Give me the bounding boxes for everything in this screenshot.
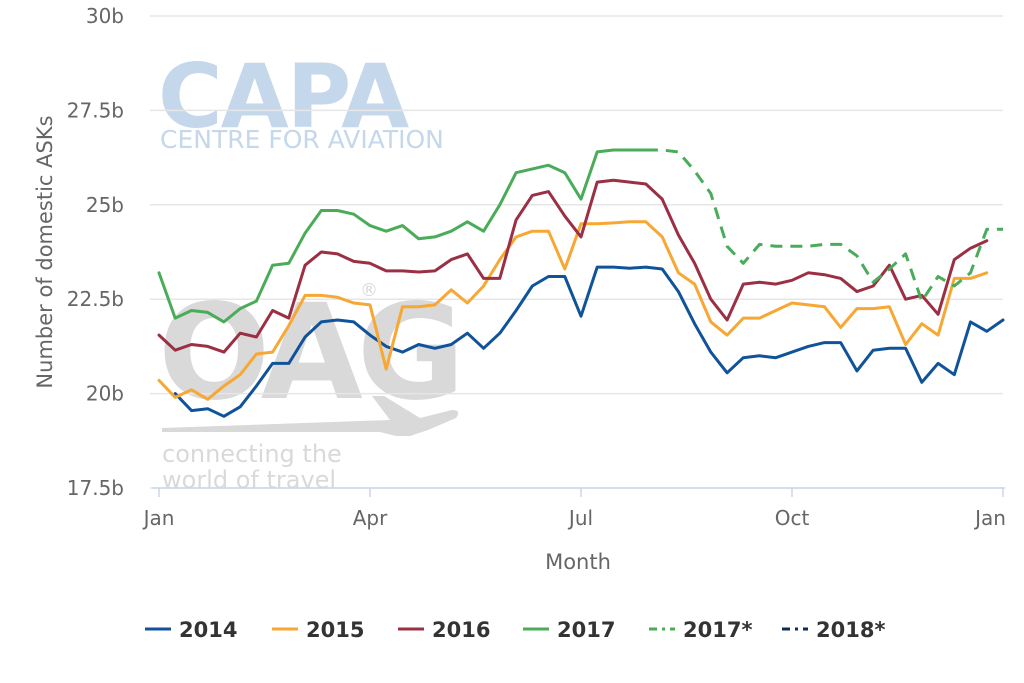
y-tick-label: 30b	[86, 4, 124, 28]
legend-item-2014[interactable]: 2014	[145, 618, 237, 642]
x-tick-label: Oct	[775, 506, 810, 530]
airplane-icon	[162, 396, 459, 436]
gridlines	[150, 15, 1003, 489]
oag-tagline-line-2-watermark: world of travel	[162, 466, 336, 494]
legend-label: 2015	[306, 618, 364, 642]
registered-mark-watermark: ®	[360, 280, 378, 301]
legend-label: 2017	[557, 618, 615, 642]
x-tick-label: Jan	[973, 506, 1006, 530]
legend-item-2015[interactable]: 2015	[272, 618, 364, 642]
y-axis: 17.5b 20b 22.5b 25b 27.5b 30b	[67, 4, 124, 500]
legend-label: 2014	[179, 618, 237, 642]
legend-item-2017[interactable]: 2017	[523, 618, 615, 642]
oag-tagline-line-1-watermark: connecting the	[162, 440, 342, 468]
legend-label: 2018*	[816, 618, 885, 642]
x-tick-label: Jan	[142, 506, 175, 530]
watermarks: CAPA CENTRE FOR AVIATION OAG ® connectin…	[158, 45, 465, 494]
series-lines	[157, 148, 1005, 418]
oag-logo-watermark: OAG	[158, 276, 459, 430]
y-tick-label: 27.5b	[67, 98, 124, 122]
legend-item-2018*[interactable]: 2018*	[782, 618, 885, 642]
legend-item-2016[interactable]: 2016	[398, 618, 490, 642]
capa-logo-watermark: CAPA	[158, 45, 409, 148]
y-tick-label: 20b	[86, 382, 124, 406]
y-tick-label: 17.5b	[67, 476, 124, 500]
y-tick-label: 22.5b	[67, 287, 124, 311]
series-line-2015	[157, 220, 989, 401]
x-axis: Jan Apr Jul Oct Jan	[142, 487, 1006, 530]
series-line-2014	[173, 265, 1005, 418]
series-line-2017	[157, 148, 648, 324]
x-tick-label: Jul	[567, 506, 593, 530]
capa-tagline-watermark: CENTRE FOR AVIATION	[160, 125, 444, 154]
legend: 2014 2015 2016 2017 2017* 2018*	[145, 618, 885, 642]
legend-item-2017*[interactable]: 2017*	[649, 618, 752, 642]
y-tick-label: 25b	[86, 193, 124, 217]
x-axis-title: Month	[545, 550, 611, 574]
y-axis-title: Number of domestic ASKs	[33, 115, 57, 388]
x-tick-label: Apr	[353, 506, 388, 530]
legend-label: 2016	[432, 618, 490, 642]
series-line-2017*	[645, 148, 1003, 303]
series-line-2016	[157, 178, 989, 354]
legend-label: 2017*	[683, 618, 752, 642]
